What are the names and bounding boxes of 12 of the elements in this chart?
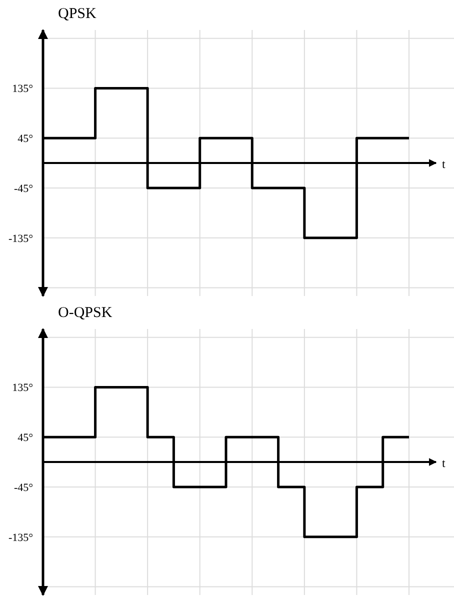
y-tick-label: -135° (8, 532, 33, 544)
chart-title: QPSK (58, 6, 97, 22)
x-axis-title: t (442, 157, 446, 171)
y-tick-label: 135° (12, 382, 33, 394)
y-tick-label: 45° (18, 133, 33, 146)
y-tick-label: 45° (18, 432, 33, 444)
y-tick-label: -135° (8, 232, 33, 245)
x-axis-title: t (442, 456, 446, 470)
y-tick-label: -45° (14, 482, 33, 494)
y-tick-label: -45° (14, 182, 33, 195)
chart-title: O-QPSK (58, 305, 112, 321)
y-tick-label: 135° (12, 83, 33, 96)
